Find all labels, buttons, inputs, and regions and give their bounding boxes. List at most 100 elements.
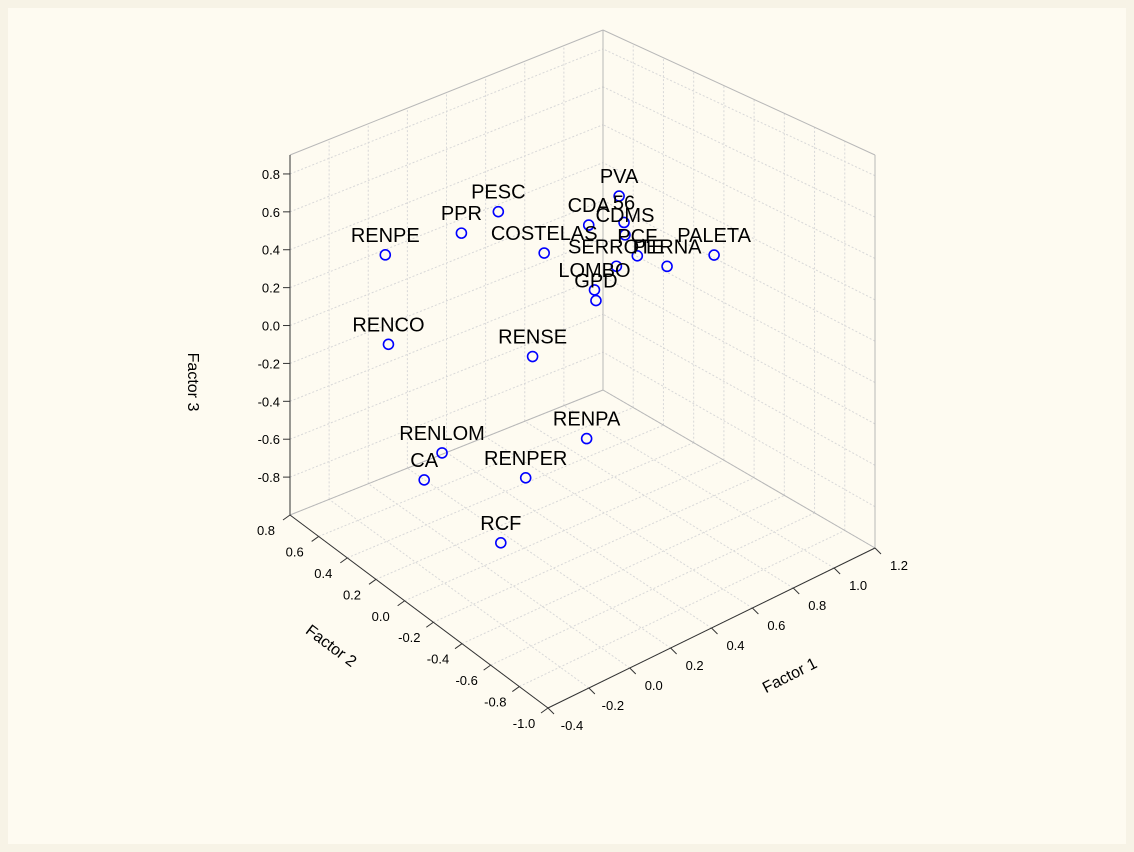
point-label: RCF xyxy=(480,513,521,535)
point-label: PVA xyxy=(600,166,639,188)
grid-line xyxy=(375,442,694,580)
y-tick-label: -1.0 xyxy=(513,716,535,731)
point-label: COSTELAS xyxy=(491,223,598,245)
point-label: PESC xyxy=(471,182,525,204)
grid-line xyxy=(602,124,876,259)
point xyxy=(379,249,392,261)
point-label: LOMBO xyxy=(558,260,630,282)
grid-line xyxy=(289,162,604,289)
grid-line xyxy=(289,86,604,213)
grid-line xyxy=(602,275,876,425)
grid-line xyxy=(519,529,845,688)
box-edge xyxy=(602,29,876,156)
box-edge xyxy=(289,29,604,156)
point xyxy=(619,229,631,241)
point xyxy=(455,227,468,239)
y-tick-label: 0.4 xyxy=(314,566,332,581)
point xyxy=(418,474,430,486)
z-tick-label: 0.0 xyxy=(262,319,280,334)
x-tick-label: -0.4 xyxy=(561,718,583,733)
x-tick-label: 0.8 xyxy=(808,598,826,613)
point xyxy=(613,190,625,202)
point-label: PPR xyxy=(441,203,482,225)
z-tick-label: -0.8 xyxy=(258,470,280,485)
grid-line xyxy=(524,420,794,589)
x-tick-label: 1.2 xyxy=(890,558,908,573)
grid-line xyxy=(602,351,876,508)
point-label: 56 xyxy=(613,192,635,214)
grid-line xyxy=(602,162,876,301)
point xyxy=(618,216,630,229)
point-label: PCF xyxy=(617,226,657,248)
grid-line xyxy=(289,48,604,175)
z-axis-title: Factor 3 xyxy=(184,353,201,412)
tick-mark xyxy=(426,621,434,628)
tick-mark xyxy=(547,707,555,715)
grid-line xyxy=(289,200,604,326)
point-label: CA xyxy=(410,450,438,472)
tick-mark xyxy=(670,647,677,655)
point xyxy=(519,472,532,484)
x-tick-label: -0.2 xyxy=(602,698,624,713)
point-label: RENPE xyxy=(351,225,420,247)
z-tick-label: -0.6 xyxy=(258,432,280,447)
point-label: RENLOM xyxy=(399,423,485,445)
y-tick-label: 0.0 xyxy=(372,609,390,624)
point xyxy=(631,250,644,262)
tick-mark xyxy=(311,536,319,542)
z-tick-label: 0.4 xyxy=(262,243,280,258)
point xyxy=(492,205,505,218)
point xyxy=(580,432,593,445)
point-label: CDA xyxy=(568,195,611,217)
plot-background xyxy=(8,8,1126,844)
tick-mark xyxy=(397,600,405,607)
grid-line xyxy=(318,407,634,537)
tick-mark xyxy=(629,667,637,675)
y-tick-label: -0.4 xyxy=(427,652,449,667)
point xyxy=(610,260,623,273)
grid-line xyxy=(289,351,604,478)
grid-line xyxy=(446,452,712,629)
point xyxy=(582,219,595,231)
tick-mark xyxy=(340,557,348,564)
grid-line xyxy=(461,494,785,645)
x-tick-label: 0.0 xyxy=(645,678,663,693)
tick-mark xyxy=(454,643,463,650)
point xyxy=(661,260,673,273)
point xyxy=(588,284,601,296)
point-label: GPD xyxy=(574,271,617,293)
x-tick-label: 0.6 xyxy=(767,618,785,633)
tick-mark xyxy=(588,687,596,695)
point-label: RENSE xyxy=(498,327,567,349)
tick-mark xyxy=(282,514,291,521)
tick-mark xyxy=(792,587,800,595)
grid-line xyxy=(328,498,590,689)
y-tick-label: 0.2 xyxy=(343,587,361,602)
grid-line xyxy=(433,477,755,623)
tick-mark xyxy=(833,567,841,575)
grid-line xyxy=(289,237,604,364)
point xyxy=(436,447,448,459)
point-label: RENCO xyxy=(352,314,424,336)
point xyxy=(590,294,602,307)
point-label: PALETA xyxy=(677,225,751,247)
point xyxy=(708,249,720,261)
tick-mark xyxy=(540,707,549,714)
grid-line xyxy=(289,275,604,402)
point xyxy=(382,338,395,351)
point-label: CDMS xyxy=(596,205,655,227)
point-label: PERNA xyxy=(633,236,703,258)
grid-line xyxy=(289,313,604,440)
tick-mark xyxy=(874,547,882,555)
grid-line xyxy=(289,124,604,251)
z-tick-label: -0.4 xyxy=(258,394,280,409)
grid-line xyxy=(367,483,631,669)
grid-line xyxy=(485,436,753,609)
point-label: RENPA xyxy=(553,409,621,431)
point xyxy=(495,537,507,549)
y-tick-label: 0.6 xyxy=(286,544,304,559)
x-tick-label: 0.4 xyxy=(726,638,744,653)
y-axis-line xyxy=(289,514,549,709)
tick-mark xyxy=(368,578,377,585)
tick-mark xyxy=(711,627,718,635)
